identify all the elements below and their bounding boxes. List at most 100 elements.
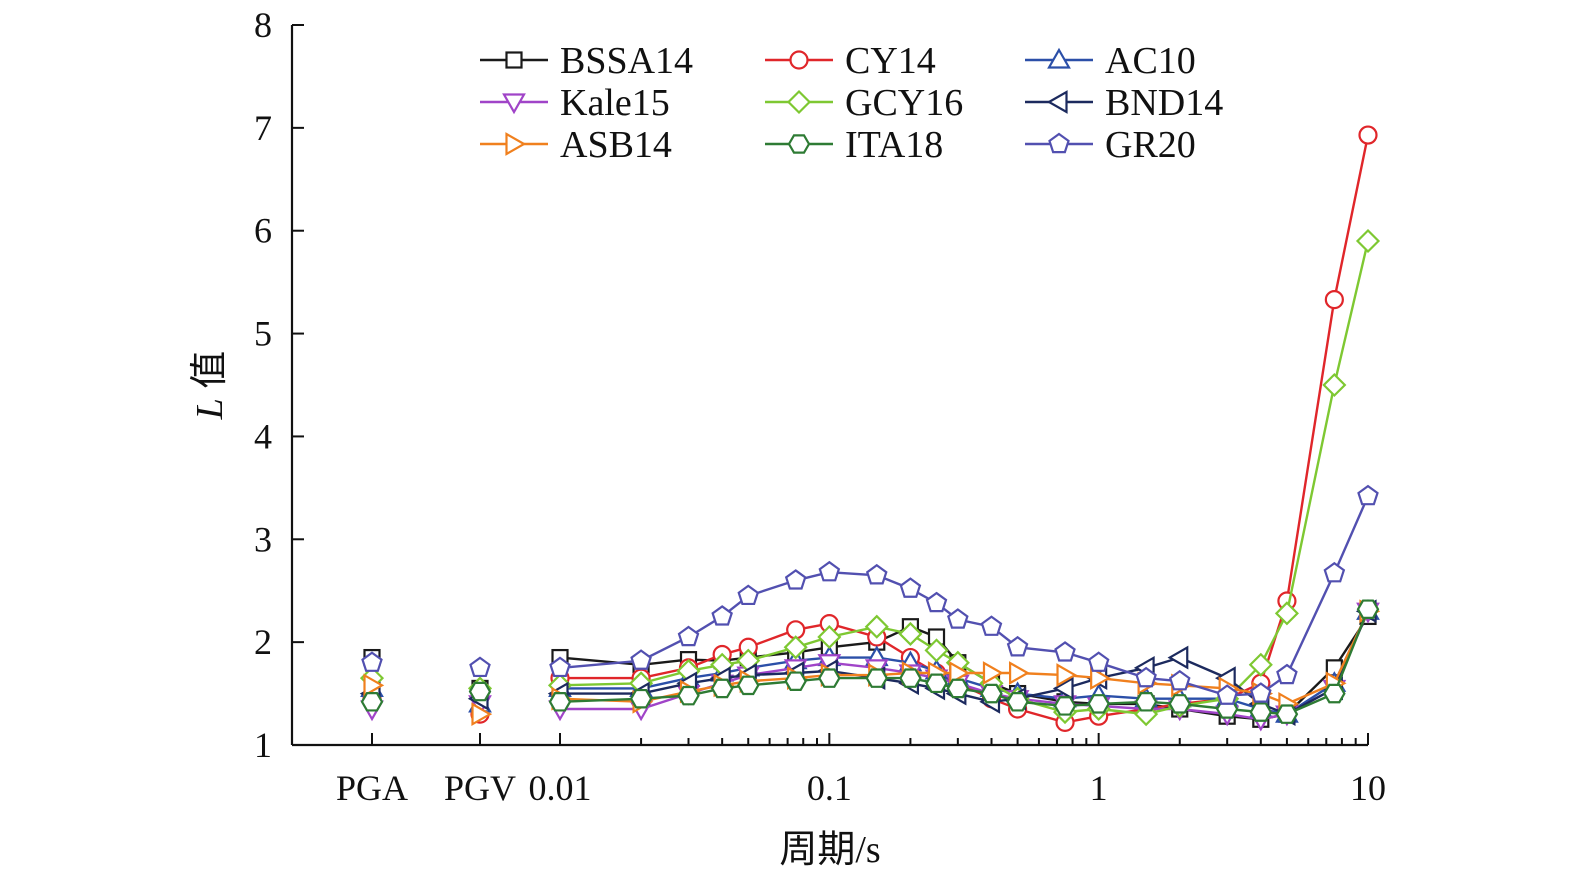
data-point (899, 577, 922, 598)
data-point (711, 605, 733, 626)
legend-entry-ac10: AC10 (1025, 40, 1196, 82)
y-tick-label: 4 (254, 416, 272, 456)
data-point (1250, 682, 1272, 703)
data-point (1249, 702, 1273, 722)
legend-label: Kale15 (560, 82, 670, 124)
legend-marker (787, 134, 811, 154)
y-tick-label: 3 (254, 519, 272, 559)
x-tick-label: 0.01 (529, 768, 592, 808)
legend-entry-ita18: ITA18 (765, 124, 943, 166)
series-ita18 (360, 599, 1380, 724)
data-point (1356, 599, 1380, 619)
data-point (1276, 663, 1298, 685)
legend-entry-bnd14: BND14 (1025, 82, 1223, 124)
data-point (817, 624, 842, 650)
data-point (1006, 635, 1029, 657)
x-tick-label: 10 (1350, 768, 1386, 808)
series-line-ita18 (559, 608, 1370, 716)
data-point (736, 675, 760, 696)
legend-entry-gcy16: GCY16 (765, 82, 963, 124)
y-tick-label: 8 (254, 5, 272, 45)
legend-marker (505, 132, 527, 156)
legend-marker (1047, 47, 1071, 69)
data-point (946, 678, 970, 699)
x-tick-label: 0.1 (807, 768, 852, 808)
data-point (1322, 372, 1347, 398)
legend-marker (502, 93, 526, 115)
series-gr20 (361, 484, 1379, 705)
x-tick-label: PGA (336, 768, 408, 808)
data-point (1357, 484, 1379, 506)
data-point (1008, 661, 1030, 685)
legend-entry-bssa14: BSSA14 (480, 40, 693, 82)
data-point (864, 614, 889, 639)
data-point-pga (363, 673, 385, 698)
series-line-asb14 (559, 610, 1370, 706)
data-point (1135, 666, 1157, 688)
x-tick-label: PGV (444, 768, 516, 808)
data-point (1087, 694, 1110, 714)
data-point (1056, 663, 1078, 687)
data-point (925, 673, 948, 694)
legend-label: CY14 (845, 40, 936, 82)
data-point (1090, 666, 1111, 691)
data-point (710, 678, 734, 699)
legend-label: BSSA14 (560, 40, 693, 82)
legend-entry-gr20: GR20 (1025, 124, 1196, 166)
data-point (899, 668, 922, 688)
data-point (1216, 684, 1238, 705)
data-point (818, 560, 841, 582)
legend-label: ASB14 (560, 124, 672, 166)
y-tick-label: 5 (254, 314, 272, 354)
data-point (784, 671, 807, 691)
data-point (818, 668, 841, 688)
data-point (898, 621, 923, 646)
data-point-pgv (471, 702, 493, 727)
data-point (548, 692, 572, 712)
legend-marker (1048, 132, 1070, 154)
legend-label: GR20 (1105, 124, 1196, 166)
legend-entry-cy14: CY14 (765, 40, 936, 82)
legend-label: AC10 (1105, 40, 1196, 82)
data-point (865, 563, 888, 585)
data-point (737, 584, 760, 606)
y-tick-label: 2 (254, 622, 272, 662)
y-tick-label: 1 (254, 725, 272, 765)
axes: 1 2 3 4 5 6 7 8 PGA PGV 0.01 0.1 1 10 周期/s L 值 (189, 5, 1386, 871)
y-tick-label: 7 (254, 108, 272, 148)
x-tick-label: 1 (1090, 768, 1108, 808)
series-line-kale15 (560, 610, 1370, 721)
data-point (1087, 651, 1110, 672)
legend-entry-kale15: Kale15 (480, 82, 670, 124)
data-point-pga (361, 651, 383, 672)
data-point (865, 668, 889, 688)
data-point (924, 638, 949, 663)
y-tick-label: 6 (254, 211, 272, 251)
data-point (1006, 692, 1029, 712)
data-point (677, 685, 700, 706)
legend-marker (1046, 90, 1068, 114)
data-point-pgv (469, 656, 491, 678)
legend-marker (505, 51, 523, 69)
series-line-ac10 (560, 610, 1370, 716)
y-axis-title: L 值 (189, 351, 231, 421)
legend-marker (786, 89, 812, 115)
data-point (1134, 692, 1158, 712)
data-point (982, 661, 1004, 685)
data-point (1324, 290, 1344, 310)
data-point (1248, 652, 1273, 677)
series-line-gr20 (559, 495, 1370, 697)
data-point (1274, 601, 1299, 626)
data-point (1168, 669, 1191, 691)
data-point-pga (360, 692, 384, 712)
data-point (1052, 676, 1074, 701)
data-point (677, 625, 700, 647)
data-point (980, 683, 1003, 704)
data-point (629, 688, 653, 709)
legend-label: BND14 (1105, 82, 1223, 124)
x-axis-title: 周期/s (779, 829, 880, 871)
data-point (1358, 125, 1378, 145)
data-point (1167, 645, 1189, 670)
data-point (1323, 683, 1346, 704)
